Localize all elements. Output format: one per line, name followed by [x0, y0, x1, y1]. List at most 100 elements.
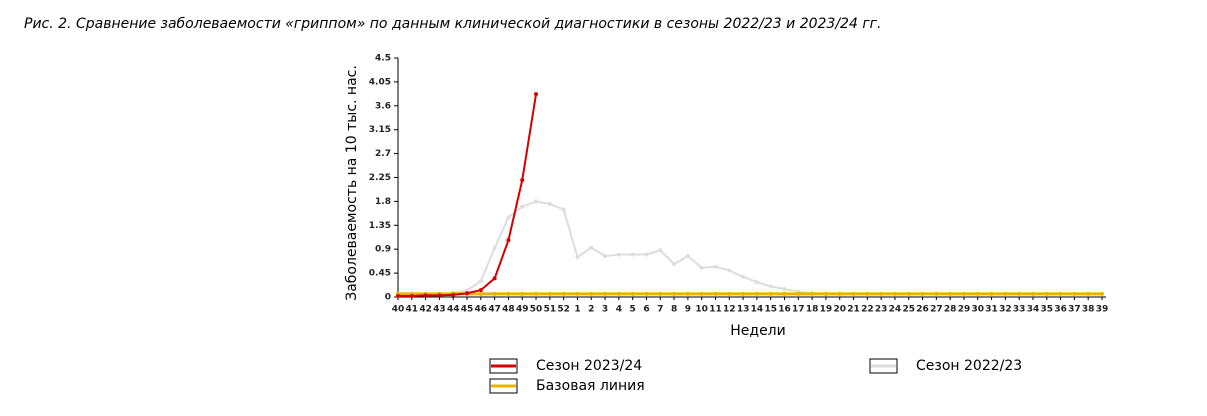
x-tick-label: 7 — [657, 305, 663, 315]
point — [534, 92, 539, 97]
y-axis-label: Заболеваемость на 10 тыс. нас. — [344, 65, 360, 301]
x-tick-label: 52 — [557, 305, 570, 315]
x-tick-label: 49 — [516, 305, 529, 315]
point — [603, 254, 608, 259]
point — [713, 291, 718, 296]
x-tick-label: 43 — [433, 305, 446, 315]
point — [892, 291, 897, 296]
point — [603, 291, 608, 296]
point — [451, 292, 456, 297]
point — [520, 178, 525, 183]
x-tick-label: 40 — [392, 305, 405, 315]
point — [630, 252, 635, 257]
x-tick-label: 24 — [889, 305, 902, 315]
x-tick-label: 22 — [861, 305, 874, 315]
x-tick-label: 38 — [1082, 305, 1095, 315]
legend-label: Сезон 2023/24 — [536, 358, 642, 374]
y-tick-label: 3.6 — [375, 101, 391, 111]
point — [575, 291, 580, 296]
point — [506, 238, 511, 243]
point — [672, 262, 677, 267]
point — [506, 291, 511, 296]
point — [520, 204, 525, 209]
chart-title: Рис. 2. Сравнение заболеваемости «гриппо… — [24, 16, 882, 32]
y-tick-label: 1.35 — [369, 221, 391, 231]
point — [644, 291, 649, 296]
point — [409, 293, 414, 298]
point — [478, 288, 483, 293]
point — [713, 264, 718, 269]
y-tick-label: 1.8 — [375, 197, 391, 207]
point — [782, 287, 787, 292]
x-tick-label: 13 — [737, 305, 750, 315]
point — [741, 274, 746, 279]
y-tick-label: 2.7 — [375, 149, 391, 159]
point — [478, 279, 483, 284]
y-tick-label: 4.5 — [375, 54, 391, 64]
x-tick-label: 1 — [574, 305, 580, 315]
x-tick-label: 36 — [1054, 305, 1067, 315]
x-tick-label: 18 — [806, 305, 819, 315]
point — [879, 291, 884, 296]
x-tick-label: 8 — [671, 305, 677, 315]
series-line — [397, 200, 826, 297]
point — [492, 246, 497, 251]
point — [547, 202, 552, 207]
x-tick-label: 33 — [1013, 305, 1026, 315]
point — [534, 199, 539, 204]
x-tick-label: 21 — [847, 305, 860, 315]
point — [1100, 291, 1104, 296]
x-tick-label: 11 — [709, 305, 722, 315]
point — [506, 215, 511, 220]
point — [754, 291, 759, 296]
x-tick-label: 10 — [695, 305, 708, 315]
x-tick-label: 50 — [530, 305, 543, 315]
x-axis-label: Недели — [730, 323, 785, 339]
point — [547, 291, 552, 296]
point — [699, 291, 704, 296]
x-tick-label: 39 — [1096, 305, 1109, 315]
x-tick-label: 28 — [944, 305, 957, 315]
point — [989, 291, 994, 296]
point — [768, 284, 773, 289]
point — [561, 207, 566, 212]
x-tick-label: 6 — [643, 305, 649, 315]
x-tick-label: 25 — [902, 305, 915, 315]
point — [975, 291, 980, 296]
y-tick-label: 3.15 — [369, 125, 391, 135]
x-tick-label: 48 — [502, 305, 515, 315]
x-tick-label: 51 — [544, 305, 557, 315]
y-tick-label: 4.05 — [369, 77, 391, 87]
point — [575, 255, 580, 260]
point — [630, 291, 635, 296]
point — [741, 291, 746, 296]
point — [837, 291, 842, 296]
x-tick-label: 19 — [820, 305, 833, 315]
x-tick-label: 2 — [588, 305, 594, 315]
point — [658, 291, 663, 296]
x-tick-label: 12 — [723, 305, 736, 315]
y-tick-label: 0 — [385, 293, 391, 303]
x-tick-label: 32 — [999, 305, 1012, 315]
point — [810, 291, 815, 296]
x-tick-label: 29 — [958, 305, 971, 315]
point — [1044, 291, 1049, 296]
x-tick-label: 41 — [406, 305, 419, 315]
point — [644, 252, 649, 257]
series-line — [398, 93, 538, 297]
legend-label: Сезон 2022/23 — [916, 358, 1022, 374]
point — [865, 291, 870, 296]
point — [768, 291, 773, 296]
point — [727, 291, 732, 296]
x-tick-label: 34 — [1027, 305, 1040, 315]
point — [520, 291, 525, 296]
x-tick-label: 3 — [602, 305, 608, 315]
point — [658, 248, 663, 253]
x-tick-label: 42 — [419, 305, 432, 315]
x-tick-label: 47 — [488, 305, 501, 315]
x-tick-label: 26 — [916, 305, 929, 315]
x-tick-label: 4 — [616, 305, 622, 315]
point — [685, 291, 690, 296]
x-tick-label: 37 — [1068, 305, 1081, 315]
point — [948, 291, 953, 296]
